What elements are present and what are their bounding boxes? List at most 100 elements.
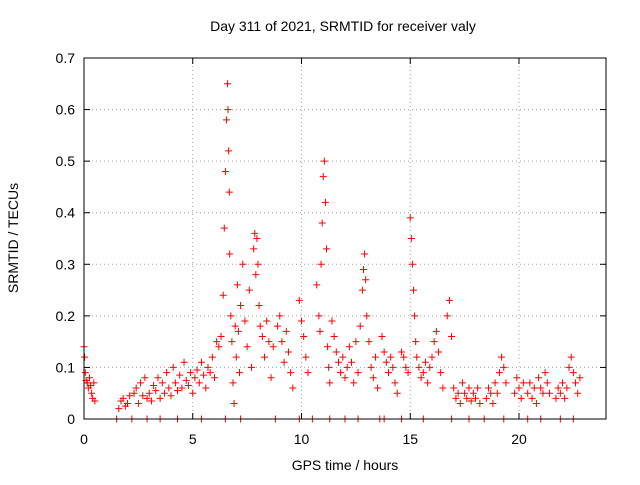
data-point [493,389,501,397]
data-point [254,260,262,268]
data-point [276,312,284,320]
data-point [354,369,362,377]
data-point [443,312,451,320]
data-point [250,245,258,253]
data-point [319,173,327,181]
data-point [328,317,336,325]
y-tick-label: 0.7 [56,50,76,66]
data-point [369,374,377,382]
data-point [415,363,423,371]
data-point [552,394,560,402]
data-point [165,384,173,392]
data-point [232,353,240,361]
x-tick-label: 0 [80,431,88,447]
data-point [233,281,241,289]
data-point [417,374,425,382]
data-point [528,394,536,402]
x-tick-label: 10 [294,431,310,447]
data-point [81,369,89,377]
data-point [147,397,155,405]
data-point [474,384,482,392]
data-point [119,394,127,402]
data-point [167,392,175,400]
data-point [461,389,469,397]
data-point [495,369,503,377]
data-point [359,265,367,273]
data-point [408,260,416,268]
data-point [323,245,331,253]
y-tick-label: 0.5 [56,153,76,169]
data-point [517,394,525,402]
data-point [200,371,208,379]
data-point [213,338,221,346]
data-point [178,384,186,392]
data-point [363,312,371,320]
data-point [145,389,153,397]
data-point [387,353,395,361]
data-point [227,312,235,320]
data-point [189,389,197,397]
data-point [407,235,415,242]
data-point [234,327,242,335]
data-point [219,291,227,299]
data-point [432,327,440,335]
data-point [163,369,171,377]
data-point [202,384,210,392]
data-point [316,327,324,335]
data-point [500,363,508,371]
y-tick-label: 0.2 [56,308,76,324]
data-point [239,260,247,268]
data-point [458,379,466,387]
data-point [485,384,493,392]
data-point [515,384,523,392]
data-point [419,369,427,377]
data-point [184,381,192,389]
data-point [220,224,228,232]
data-point [380,348,388,356]
grid-lines [84,58,606,419]
data-points [80,80,584,423]
data-point [320,157,328,165]
data-point [237,302,245,310]
data-point [326,379,334,387]
data-point [330,332,338,340]
data-point [476,400,484,408]
data-point [428,353,436,361]
data-point [256,322,264,330]
data-point [187,369,195,377]
data-point [421,358,429,366]
data-point [81,353,89,361]
data-point [437,369,445,377]
data-point [245,286,253,294]
data-point [345,343,353,351]
data-point [532,400,540,408]
data-point [221,167,229,175]
data-point [124,400,131,408]
data-point [287,369,295,377]
data-point [132,384,140,392]
data-point [452,394,460,402]
data-point [439,384,447,392]
data-point [426,363,434,371]
y-tick-label: 0 [67,411,75,427]
data-point [454,389,462,397]
data-point [334,358,342,366]
data-point [365,338,373,346]
data-point [300,332,308,340]
data-point [367,363,375,371]
data-point [424,379,432,387]
data-point [253,235,261,242]
data-point [182,376,190,384]
data-point [356,322,364,330]
data-point [176,371,184,379]
data-point [160,389,168,397]
data-point [554,384,562,392]
data-point [350,379,358,387]
data-point [502,379,510,387]
data-point [243,343,251,351]
data-point [224,80,232,88]
chart-title: Day 311 of 2021, SRMTID for receiver val… [210,18,476,34]
data-point [130,389,138,397]
data-point [156,394,164,402]
